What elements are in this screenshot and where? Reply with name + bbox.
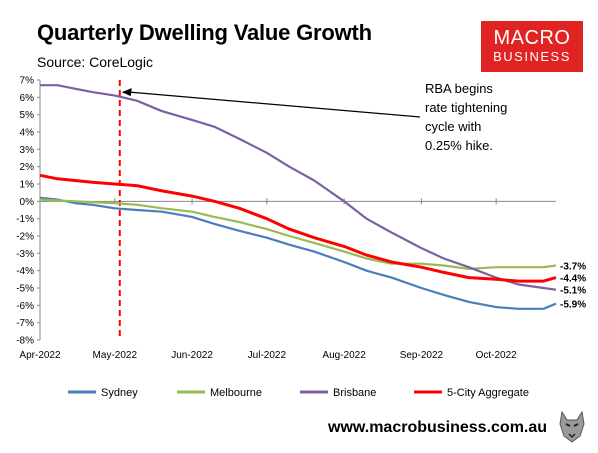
- x-tick-label: Aug-2022: [322, 350, 366, 361]
- y-tick-label: -1%: [16, 214, 34, 225]
- logo-line-1: MACRO: [493, 27, 571, 49]
- x-tick-label: Jul-2022: [248, 350, 287, 361]
- end-label-sydney: -5.9%: [560, 300, 586, 311]
- annotation-arrow: [129, 91, 421, 118]
- y-tick-label: -2%: [16, 232, 34, 243]
- x-tick-label: Oct-2022: [476, 350, 518, 361]
- y-tick-label: 3%: [20, 145, 35, 156]
- legend-label-melbourne: Melbourne: [210, 387, 262, 399]
- y-tick-label: 1%: [20, 180, 35, 191]
- y-tick-label: -6%: [16, 301, 34, 312]
- y-tick-label: -8%: [16, 336, 34, 347]
- series-line-melbourne: [39, 198, 557, 270]
- legend-label-brisbane: Brisbane: [333, 387, 376, 399]
- y-tick-label: 0%: [20, 197, 35, 208]
- end-label-brisbane: -5.1%: [560, 286, 586, 297]
- y-tick-label: 5%: [20, 110, 35, 121]
- annotation-line: rate tightening: [425, 100, 507, 115]
- annotation-line: 0.25% hike.: [425, 138, 493, 153]
- chart-subtitle: Source: CoreLogic: [37, 54, 153, 70]
- y-tick-label: 4%: [20, 128, 35, 139]
- series-line-brisbane: [40, 84, 557, 291]
- y-tick-label: 7%: [20, 76, 35, 87]
- x-tick-label: Apr-2022: [19, 350, 61, 361]
- end-label-melbourne: -3.7%: [560, 261, 586, 272]
- x-tick-label: May-2022: [93, 350, 138, 361]
- legend-label-sydney: Sydney: [101, 387, 138, 399]
- footer-url: www.macrobusiness.com.au: [328, 419, 548, 436]
- annotation-line: RBA begins: [425, 81, 493, 96]
- macrobusiness-logo: MACRO BUSINESS: [481, 21, 583, 72]
- wolf-mascot-icon: [559, 410, 585, 443]
- x-tick-label: Sep-2022: [400, 350, 444, 361]
- y-tick-label: -4%: [16, 266, 34, 277]
- chart-title: Quarterly Dwelling Value Growth: [37, 20, 372, 45]
- annotation-arrowhead: [121, 88, 132, 97]
- y-tick-label: -7%: [16, 318, 34, 329]
- legend-label-aggregate: 5-City Aggregate: [447, 387, 529, 399]
- y-tick-label: 6%: [20, 93, 35, 104]
- x-tick-label: Jun-2022: [171, 350, 213, 361]
- logo-line-2: BUSINESS: [493, 49, 571, 64]
- series-line-aggregate: [39, 173, 557, 283]
- y-tick-label: -5%: [16, 284, 34, 295]
- end-label-aggregate: -4.4%: [560, 274, 586, 285]
- y-tick-label: -3%: [16, 249, 34, 260]
- annotation-line: cycle with: [425, 119, 481, 134]
- y-tick-label: 2%: [20, 162, 35, 173]
- series-line-sydney: [39, 196, 557, 310]
